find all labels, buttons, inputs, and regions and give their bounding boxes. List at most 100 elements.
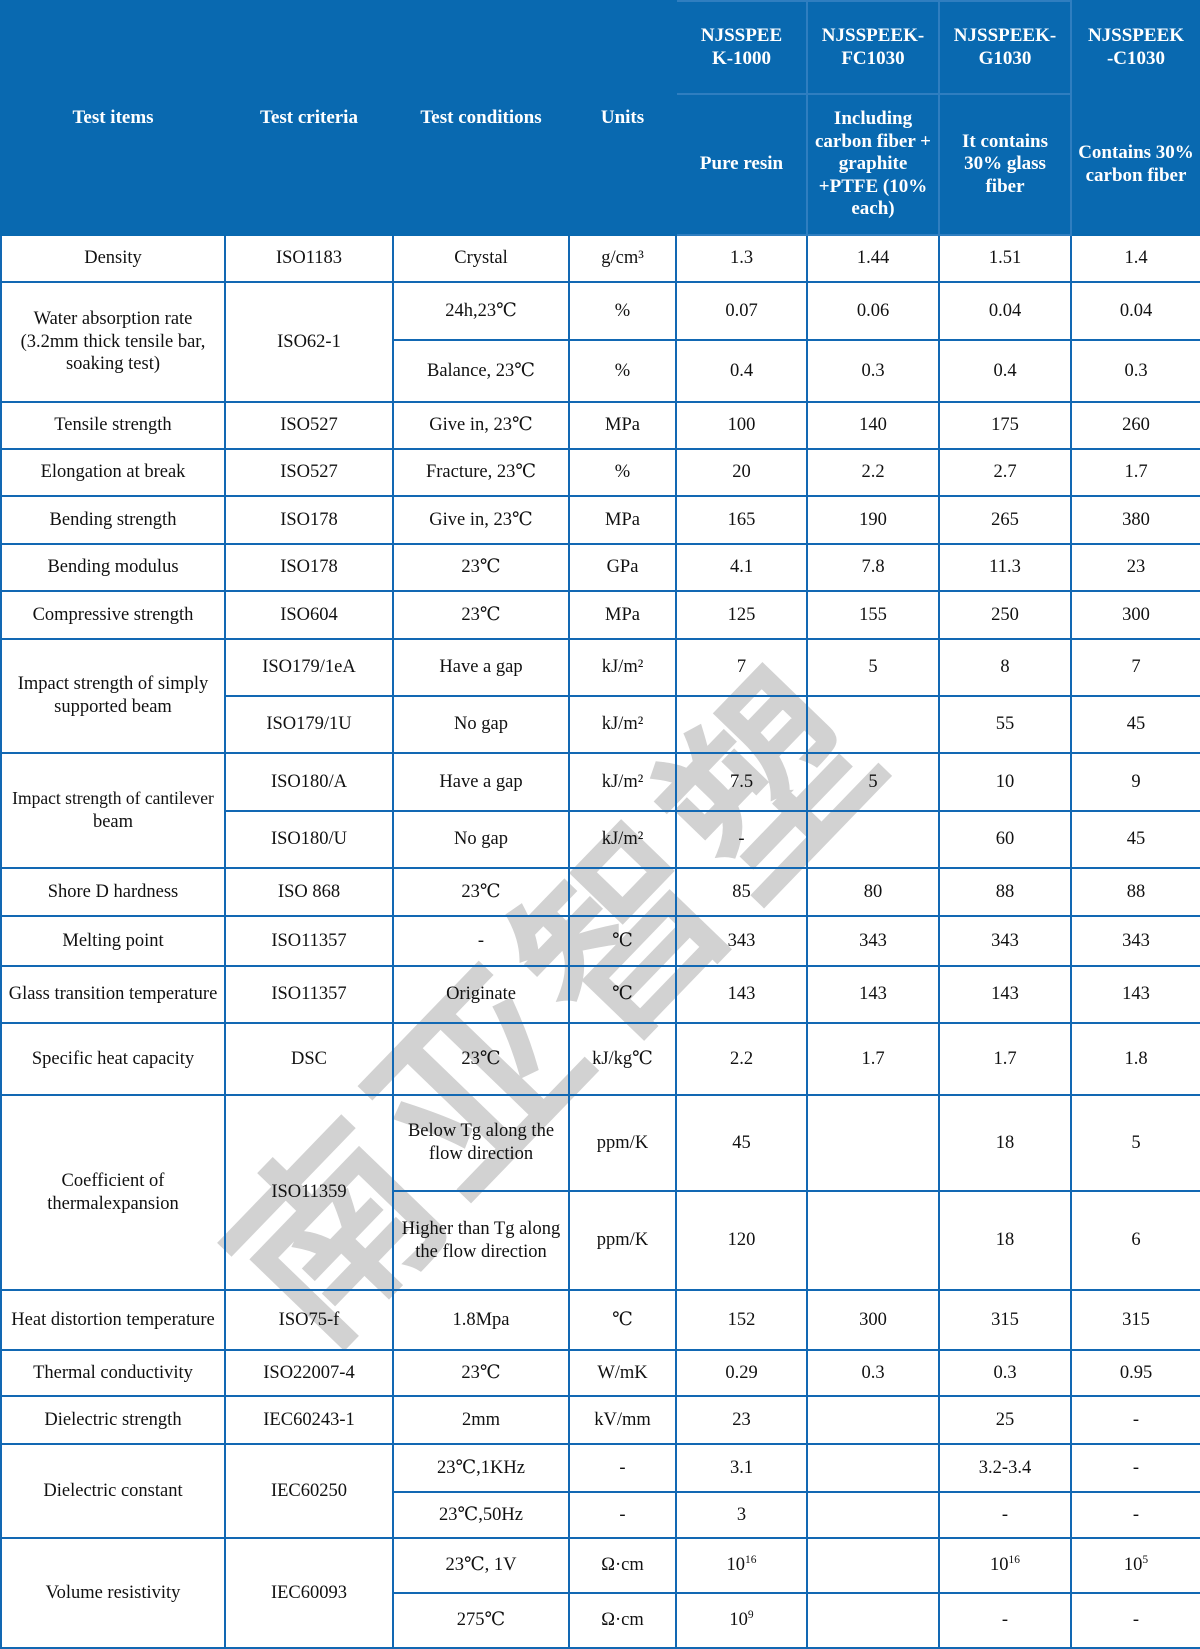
cell-value-NJSSPEEK-G1030: 3.2-3.4 (938, 1443, 1072, 1493)
cell-test-condition: Have a gap (392, 638, 570, 697)
cell-test-criteria: ISO62-1 (224, 281, 394, 403)
cell-test-condition: Higher than Tg along the flow direction (392, 1190, 570, 1291)
cell-value-NJSSPEEK-G1030: 343 (938, 915, 1072, 967)
cell-value-NJSSPEEK-FC1030: 5 (806, 752, 940, 812)
cell-value-NJSSPEEK-C1030: 45 (1070, 810, 1200, 869)
cell-test-condition: 275℃ (392, 1592, 570, 1649)
cell-value-NJSSPEEK-G1030: 55 (938, 695, 1072, 754)
cell-test-criteria: ISO527 (224, 401, 394, 450)
cell-value-NJSSPEEK-G1030: 11.3 (938, 543, 1072, 592)
table-row: Impact strength of simply supported beam… (0, 638, 1200, 754)
cell-units: MPa (568, 495, 677, 545)
cell-test-criteria: ISO1183 (224, 234, 394, 283)
cell-value-NJSSPEEK-FC1030: 1.7 (806, 1022, 940, 1096)
table-row: Shore D hardness ISO 868 23℃ 85 80 88 88 (0, 867, 1200, 917)
cell-test-condition: 23℃ (392, 590, 570, 640)
cell-value-NJSSPEEK-FC1030: 0.3 (806, 339, 940, 403)
cell-value-NJSSPEEK-FC1030: 5 (806, 638, 940, 697)
cell-test-condition: Fracture, 23℃ (392, 448, 570, 497)
cell-units (568, 867, 677, 917)
table-row: Glass transition temperature ISO11357 Orig… (0, 965, 1200, 1024)
cell-test-condition: No gap (392, 810, 570, 869)
cell-units: Ω·cm (568, 1592, 677, 1649)
cell-test-condition: 23℃ (392, 867, 570, 917)
cell-value-NJSSPEEK-FC1030: 343 (806, 915, 940, 967)
cell-units: GPa (568, 543, 677, 592)
cell-test-condition: Originate (392, 965, 570, 1024)
cell-test-criteria: ISO179/1eA (224, 638, 394, 697)
cell-value-NJSSPEEK-G1030: 8 (938, 638, 1072, 697)
table-row: Coefficient of thermalexpansion ISO11359 B… (0, 1094, 1200, 1291)
cell-value-NJSSPEEK-FC1030: 300 (806, 1289, 940, 1351)
cell-value-NJSSPEEK-1000: 120 (675, 1190, 808, 1291)
cell-value-NJSSPEEK-FC1030: 80 (806, 867, 940, 917)
cell-value-NJSSPEEK-C1030: 380 (1070, 495, 1200, 545)
cell-test-item: Compressive strength (0, 590, 226, 640)
cell-test-item: Glass transition temperature (0, 965, 226, 1024)
cell-test-item: Water absorption rate (3.2mm thick tensi… (0, 281, 226, 403)
table-row: Density ISO1183 Crystal g/cm³ 1.3 1.44 1.51 1.4 (0, 234, 1200, 283)
cell-value-NJSSPEEK-G1030: 1.7 (938, 1022, 1072, 1096)
cell-value-NJSSPEEK-FC1030: 190 (806, 495, 940, 545)
table-row: Melting point ISO11357- ℃ 343 343 343 343 (0, 915, 1200, 967)
cell-test-item: Bending modulus (0, 543, 226, 592)
cell-value-NJSSPEEK-FC1030: 0.3 (806, 1349, 940, 1397)
cell-test-criteria: ISO178 (224, 543, 394, 592)
column-header-units: Units (568, 0, 677, 236)
cell-test-condition: Have a gap (392, 752, 570, 812)
cell-test-condition: 23℃ (392, 1349, 570, 1397)
cell-value-NJSSPEEK-C1030: 315 (1070, 1289, 1200, 1351)
cell-value-NJSSPEEK-G1030: 1.51 (938, 234, 1072, 283)
cell-value-NJSSPEEK-C1030: 23 (1070, 543, 1200, 592)
cell-units: ppm/K (568, 1094, 677, 1192)
cell-value-NJSSPEEK-C1030: 88 (1070, 867, 1200, 917)
table-row: Balance, 23℃% 0.4 0.3 0.4 0.3 (1, 339, 1200, 403)
cell-value-NJSSPEEK-FC1030: 1.44 (806, 234, 940, 283)
cell-value-NJSSPEEK-1000: 1.3 (675, 234, 808, 283)
cell-value-NJSSPEEK-C1030: 300 (1070, 590, 1200, 640)
header-row-1: Test items Test criteria Test conditions… (0, 0, 1200, 236)
product-header-name-0: NJSSPEE K-1000 (675, 0, 808, 95)
cell-value-NJSSPEEK-1000 (675, 695, 808, 754)
table-row: Dielectric strength IEC60243-1 2mm kV/mm 23 2… (0, 1395, 1200, 1445)
table-row: Impact strength of cantilever beam ISO180/… (0, 752, 1200, 869)
table-row: Elongation at break ISO527 Fracture, 23℃% 2… (0, 448, 1200, 497)
cell-value-NJSSPEEK-FC1030 (806, 695, 940, 754)
cell-units: kJ/m² (568, 752, 677, 812)
product-header-desc-3: Contains 30% carbon fiber (1070, 93, 1200, 236)
column-header-test-conditions: Test conditions (392, 0, 570, 236)
cell-value-NJSSPEEK-1000: 165 (675, 495, 808, 545)
cell-test-item: Heat distortion temperature (0, 1289, 226, 1351)
cell-value-NJSSPEEK-C1030: - (1070, 1443, 1200, 1493)
table-row: Volume resistivity IEC60093 23℃, 1V Ω·cm 101… (0, 1537, 1200, 1649)
cell-value-NJSSPEEK-C1030: 143 (1070, 965, 1200, 1024)
cell-test-condition: Give in, 23℃ (392, 495, 570, 545)
cell-value-NJSSPEEK-FC1030 (806, 1190, 940, 1291)
cell-value-NJSSPEEK-C1030: 1.7 (1070, 448, 1200, 497)
product-name-line1-0: NJSSPEE (700, 25, 783, 47)
cell-value-NJSSPEEK-1000: 0.29 (675, 1349, 808, 1397)
table-row: Water absorption rate (3.2mm thick tensi… (0, 281, 1200, 403)
cell-test-condition: - (392, 915, 570, 967)
product-name-line2-3: -C1030 (1106, 47, 1166, 69)
cell-test-item: Thermal conductivity (0, 1349, 226, 1397)
cell-test-condition: No gap (392, 695, 570, 754)
cell-value-NJSSPEEK-G1030: 0.04 (938, 281, 1072, 341)
product-header-desc-2: It contains 30% glass fiber (938, 93, 1072, 236)
table-header: Test items Test criteria Test conditions… (0, 0, 1200, 236)
cell-units: kJ/m² (568, 695, 677, 754)
cell-test-criteria: ISO180/A (224, 752, 394, 812)
cell-value-NJSSPEEK-1000: 2.2 (675, 1022, 808, 1096)
product-header-desc-1: Including carbon fiber + graphite +PTFE … (806, 93, 940, 236)
cell-test-item: Dielectric strength (0, 1395, 226, 1445)
cell-value-NJSSPEEK-C1030: 7 (1070, 638, 1200, 697)
cell-value-NJSSPEEK-C1030: 45 (1070, 695, 1200, 754)
cell-value-NJSSPEEK-1000: 7 (675, 638, 808, 697)
cell-test-criteria: DSC (224, 1022, 394, 1096)
cell-test-criteria: ISO180/U (224, 810, 394, 869)
table-row: Higher than Tg along the flow direction p… (1, 1190, 1200, 1291)
cell-units: kJ/m² (568, 638, 677, 697)
cell-value-NJSSPEEK-G1030: 25 (938, 1395, 1072, 1445)
cell-units: Ω·cm (568, 1537, 677, 1594)
